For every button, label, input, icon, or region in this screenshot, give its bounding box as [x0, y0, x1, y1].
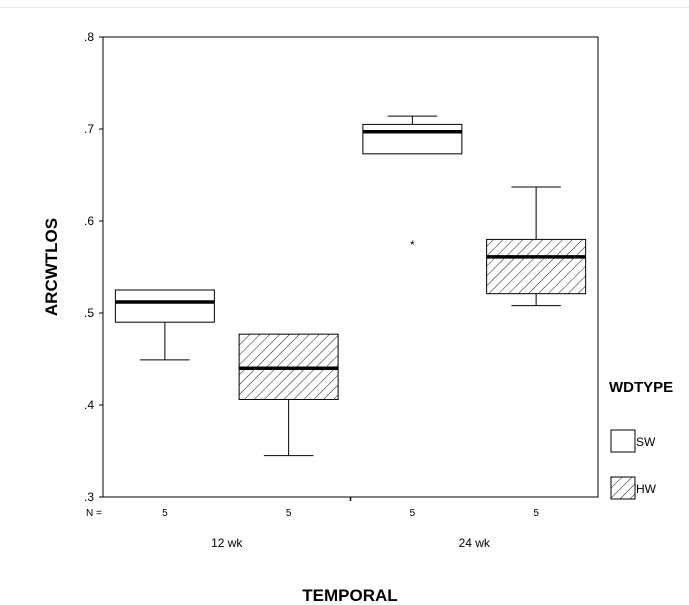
box-sw-1	[362, 123, 463, 155]
x-axis-title: TEMPORAL	[302, 586, 397, 605]
legend-title: WDTYPE	[609, 379, 673, 396]
n-count-sw-0: 5	[162, 508, 168, 519]
legend-swatch-sw	[610, 429, 636, 453]
y-tick-label: .7	[84, 122, 94, 136]
y-tick-label: .3	[84, 490, 94, 504]
n-count-hw-1: 5	[533, 508, 539, 519]
box-sw-0	[114, 289, 215, 323]
x-tick-label: 24 wk	[459, 536, 491, 550]
top-rule	[0, 7, 689, 8]
n-count-hw-0: 5	[286, 508, 292, 519]
boxes: 5 * 5 5 5	[114, 115, 587, 519]
legend-swatch-hw	[610, 476, 636, 500]
legend-label-hw: HW	[636, 482, 657, 496]
y-tick-label: .5	[84, 306, 94, 320]
x-tick-label: 12 wk	[211, 536, 243, 550]
n-label: N =	[86, 508, 102, 519]
outlier-sw-1: *	[410, 238, 415, 252]
y-tick-label: .6	[84, 214, 94, 228]
box-hw-1	[486, 238, 587, 295]
n-count-sw-1: 5	[410, 508, 416, 519]
y-axis-title: ARCWTLOS	[42, 218, 61, 316]
x-axis: 12 wk 24 wk	[211, 497, 491, 550]
legend-label-sw: SW	[636, 435, 656, 449]
y-tick-label: .4	[84, 398, 94, 412]
y-tick-label: .8	[84, 30, 94, 44]
y-axis: .3 .4 .5 .6 .7 .8	[84, 30, 103, 504]
